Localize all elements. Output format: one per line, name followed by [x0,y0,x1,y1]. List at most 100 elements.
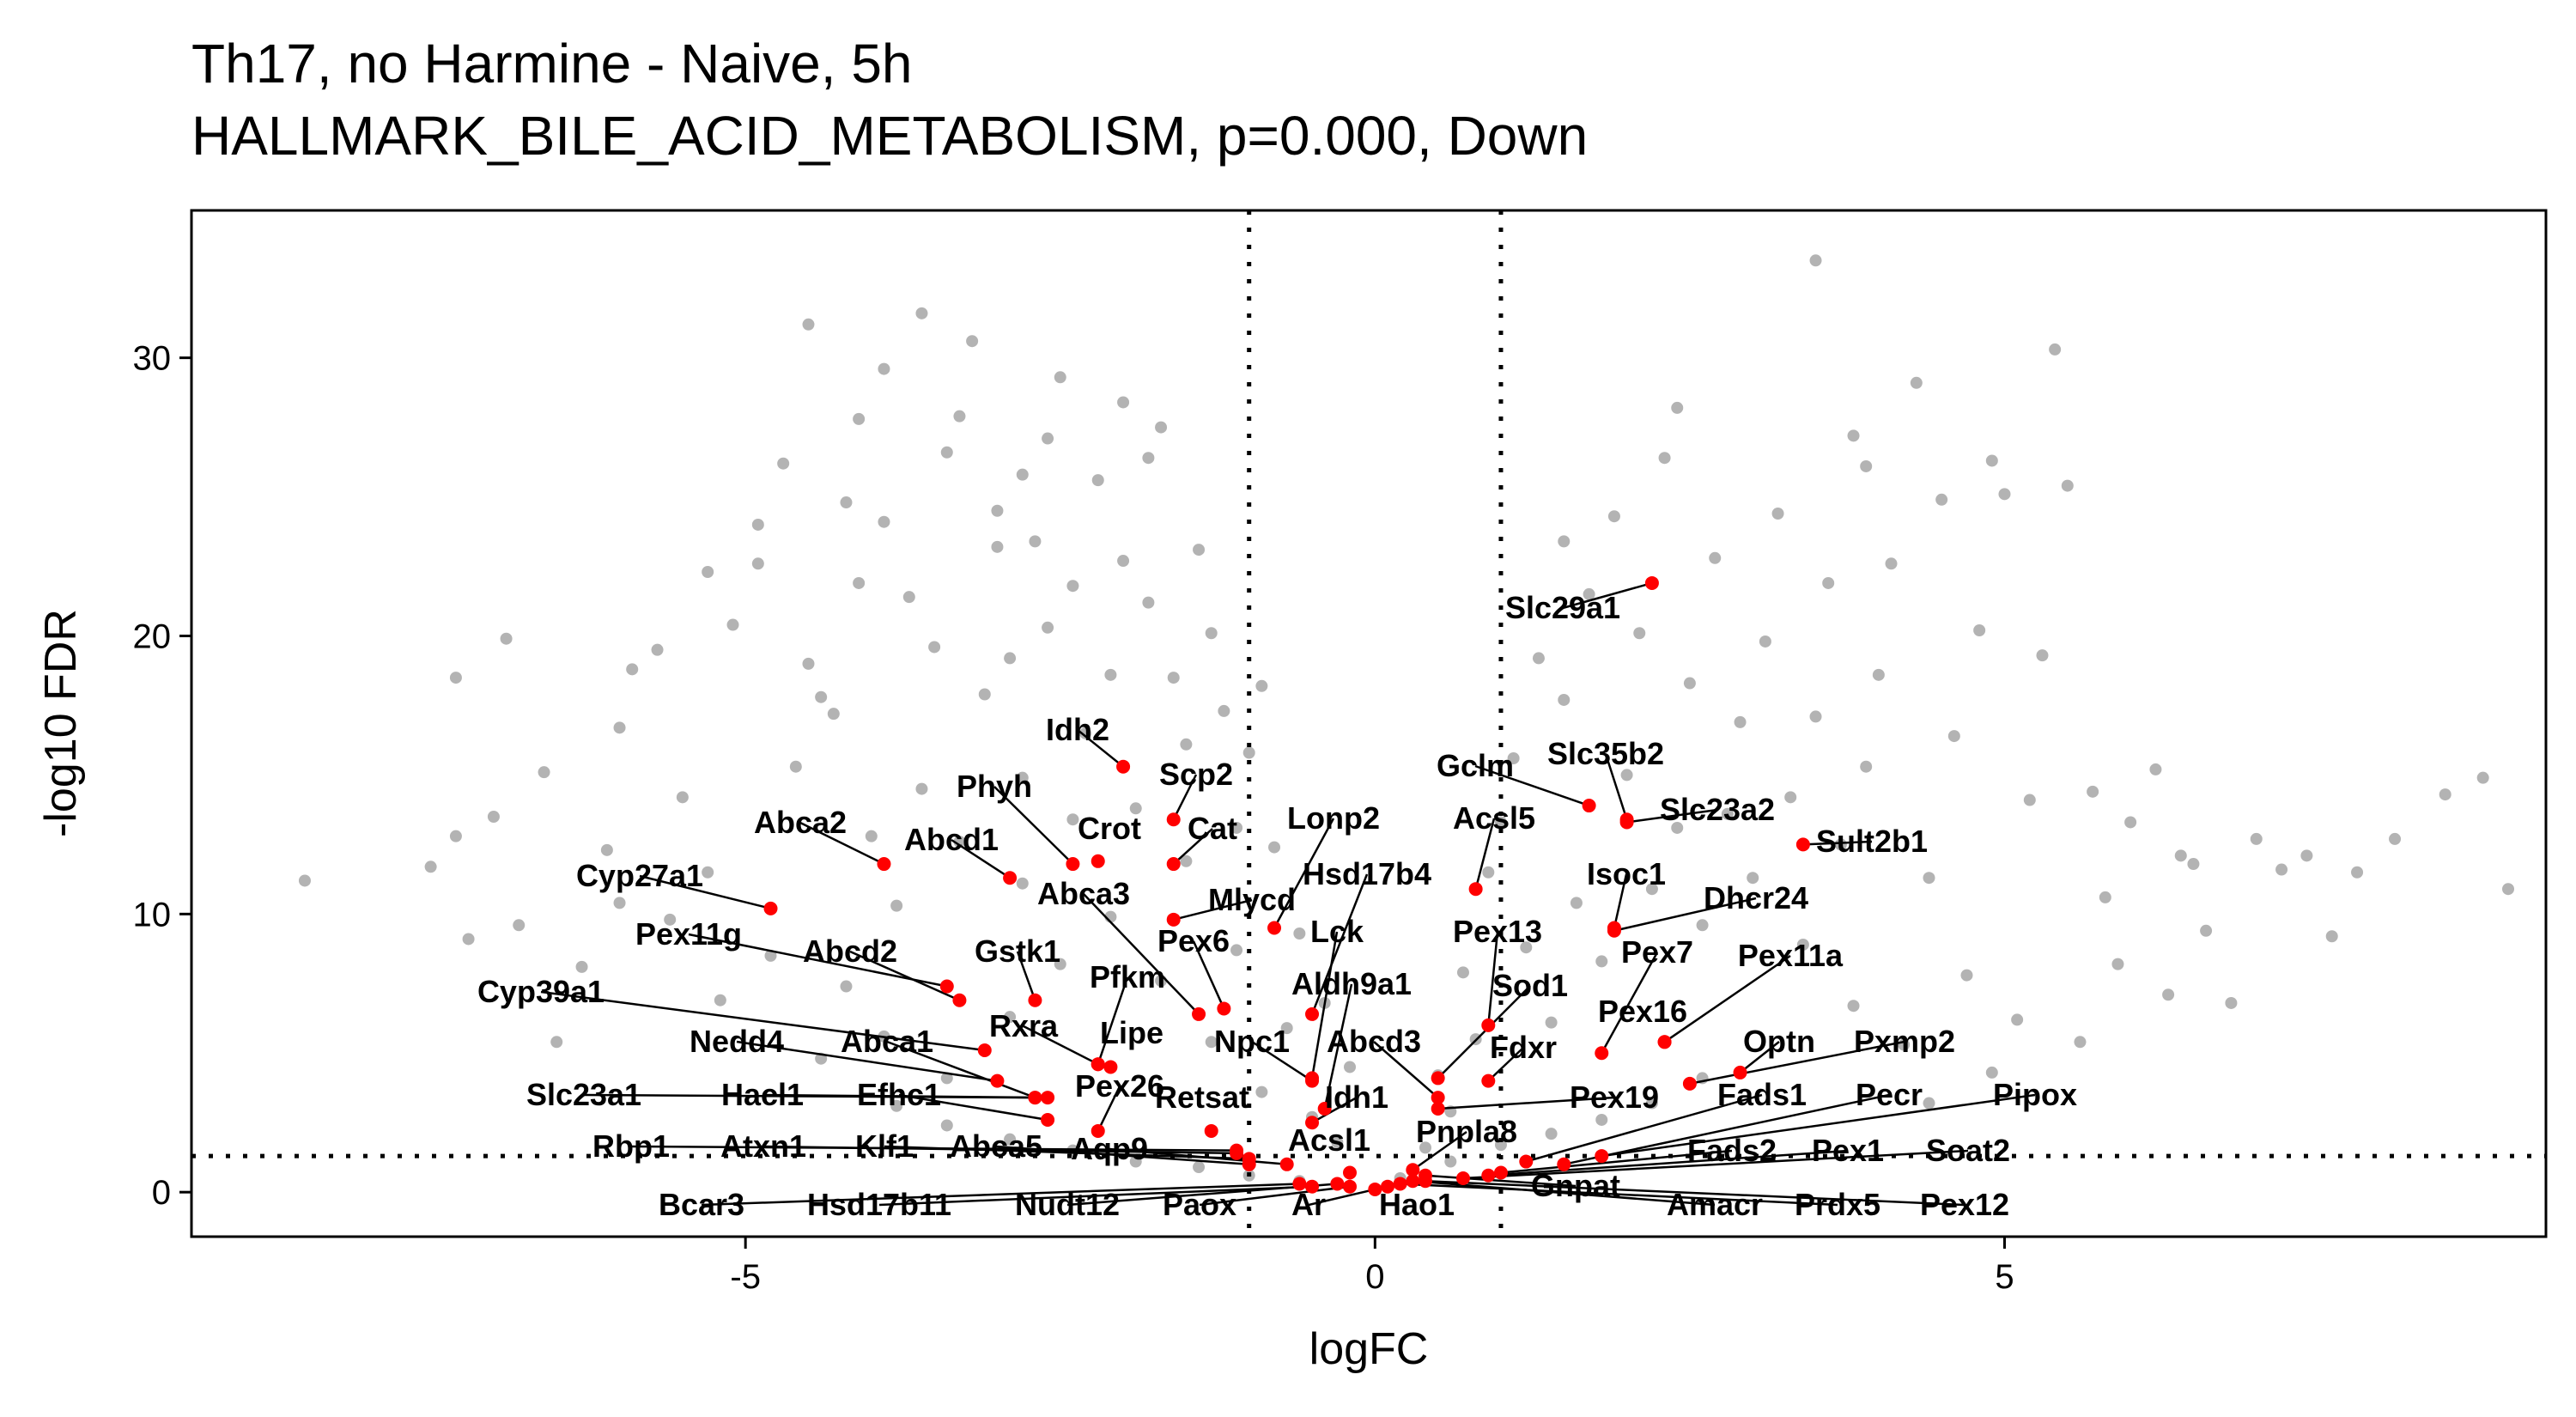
leader-line [799,821,885,866]
background-points [298,254,2515,1188]
background-point [2099,891,2111,903]
highlighted-point [1317,1102,1332,1116]
gene-label: Acsl1 [1288,1122,1370,1158]
gene-label: Gclm [1437,748,1514,783]
gene-label: Pex11a [1738,938,1844,973]
highlighted-point [1595,1046,1609,1061]
background-point [702,566,714,579]
leader-line [1663,954,1791,1043]
gene-label: Mlycd [1208,882,1296,917]
highlighted-point [1657,1035,1672,1049]
gene-label: Klf1 [855,1128,914,1164]
highlighted-point [1644,575,1659,590]
leader-line [1437,985,1531,1079]
leader-line [1601,1093,2036,1158]
background-point [2111,958,2124,970]
highlighted-point [1343,1179,1358,1194]
leader-line [701,1183,1300,1207]
leader-line [1802,840,1873,846]
background-point [1935,493,1948,506]
gene-label: Idh1 [1325,1079,1388,1115]
background-point [1129,1155,1142,1168]
background-point [878,362,890,375]
background-point [600,843,613,856]
gene-labels: Slc29a1 Idh2 Gclm Slc35b2 Scp2 Slc23a2 Sult2b1… [477,590,2077,1222]
leader-line [1604,753,1628,820]
background-point [2049,343,2062,356]
background-point [1444,1155,1457,1168]
background-point [1860,459,1873,472]
background-point [1079,727,1092,739]
background-point [664,913,677,926]
highlighted-point [1468,882,1483,897]
background-point [626,663,639,676]
background-point [902,591,915,604]
background-point [1104,668,1117,681]
background-point [500,632,513,645]
background-point [1042,621,1054,634]
gene-label: Rxra [989,1008,1059,1043]
background-point [2011,1013,2024,1026]
highlighted-point [1066,857,1080,872]
background-point [513,919,526,932]
leader-line [1251,1040,1313,1082]
background-point [802,657,815,670]
background-point [1860,760,1873,773]
y-tick-label: 10 [133,896,172,934]
background-point [764,949,777,962]
leader-line [1173,898,1253,921]
label-leader-lines [540,581,2036,1207]
highlighted-point [1166,912,1181,927]
highlighted-point [1330,1177,1345,1191]
gene-label: Pex19 [1570,1079,1659,1115]
background-point [575,960,588,973]
background-point [751,518,764,531]
highlighted-point [1166,812,1181,827]
highlighted-point [1091,854,1105,868]
gene-label: Hacl1 [721,1077,804,1112]
background-point [915,307,928,319]
gene-label: Cyp27a1 [576,858,703,893]
background-point [1142,596,1155,609]
gene-label: Idh2 [1046,712,1109,747]
background-point [676,791,689,804]
highlighted-point [877,857,891,872]
background-point [940,1072,953,1085]
gene-label: Pex26 [1075,1068,1164,1104]
gene-label: Pex1 [1812,1133,1884,1168]
gene-label: Cat [1188,811,1237,846]
background-point [1558,693,1571,706]
gene-label: Hsd17b11 [807,1187,951,1222]
leader-line [1689,1040,1905,1086]
leader-line [878,1185,1313,1207]
highlighted-point [1431,1091,1445,1105]
gene-label: Abca2 [754,805,847,840]
background-point [827,708,840,721]
background-point [2439,788,2451,801]
gene-label: Pxmp2 [1854,1024,1955,1059]
highlighted-point [1595,1149,1609,1164]
leader-line [736,1040,998,1082]
highlighted-point [1431,1102,1445,1116]
background-point [853,576,866,589]
gene-label: Pnpla8 [1416,1114,1517,1149]
background-point [1494,1139,1507,1152]
highlighted-points [763,575,1810,1196]
gene-label: Lonp2 [1287,800,1380,836]
background-point [2074,1036,2087,1049]
gene-label: Phyh [957,769,1032,804]
gene-label: Pex11g [635,916,742,952]
background-point [2200,924,2213,937]
leader-line [1109,1147,1287,1166]
background-point [2325,930,2338,943]
background-point [1696,919,1709,932]
gene-label: Crot [1078,811,1141,846]
leader-line [1310,931,1339,1079]
background-point [2061,479,2074,492]
highlighted-point [1192,1006,1206,1021]
background-point [1973,624,1986,637]
highlighted-point [1795,837,1810,852]
background-point [940,1119,953,1132]
gene-label: Abca3 [1037,876,1130,911]
background-point [1230,944,1243,957]
